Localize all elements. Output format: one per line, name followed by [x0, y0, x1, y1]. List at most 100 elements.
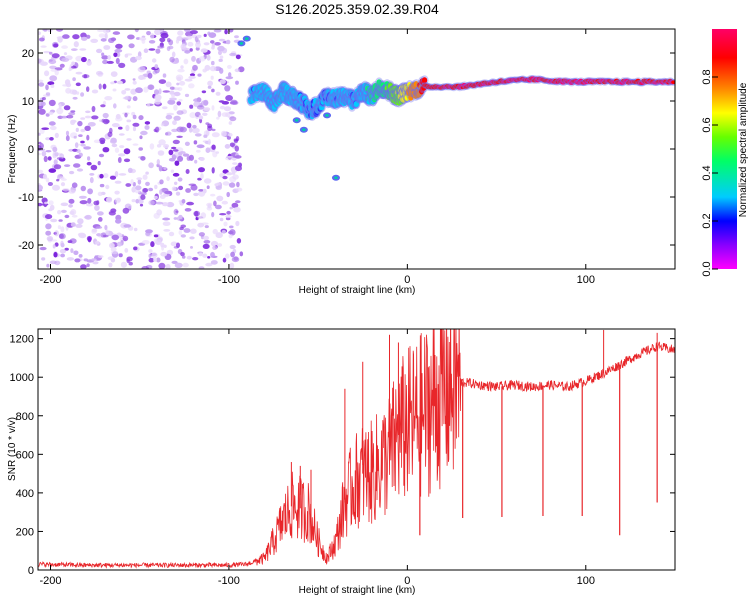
noise-dot	[178, 151, 183, 156]
noise-dot	[160, 251, 168, 257]
noise-dot	[190, 184, 198, 191]
noise-dot	[110, 71, 118, 77]
noise-dot	[210, 240, 219, 247]
noise-dot	[217, 243, 223, 247]
noise-dot	[234, 145, 239, 152]
colorbar-label: Normalized spectral amplitude	[738, 82, 749, 217]
noise-dot	[215, 204, 222, 210]
noise-dot	[231, 202, 239, 208]
noise-dot	[227, 64, 232, 69]
noise-dot	[102, 112, 109, 119]
noise-dot	[194, 133, 202, 137]
noise-dot	[57, 36, 63, 43]
noise-dot	[211, 167, 215, 174]
noise-dot	[216, 195, 224, 202]
noise-dot	[205, 122, 210, 125]
noise-dot	[155, 48, 161, 54]
noise-dot	[156, 257, 161, 263]
noise-dot	[50, 218, 58, 223]
noise-dot	[171, 186, 177, 192]
noise-dot	[77, 232, 86, 237]
noise-dot	[124, 248, 129, 253]
noise-dot	[78, 254, 83, 258]
noise-dot	[218, 50, 222, 56]
noise-dot	[235, 187, 243, 192]
noise-dot	[185, 188, 192, 193]
noise-dot	[87, 197, 92, 204]
noise-dot	[211, 105, 215, 111]
noise-dot	[168, 149, 174, 156]
noise-dot	[133, 246, 138, 251]
noise-dot	[140, 156, 146, 161]
noise-dot	[44, 70, 50, 77]
noise-dot	[184, 141, 190, 146]
snr-panel: -200 -100 0 100 0 200 400 600 800 1000 1200 Heigh…	[7, 328, 676, 596]
noise-dot	[47, 29, 53, 32]
noise-dot	[159, 37, 166, 43]
noise-dot	[163, 144, 170, 149]
noise-dot	[172, 172, 180, 177]
noise-dot	[178, 98, 183, 102]
noise-dot	[189, 73, 196, 77]
noise-dot	[203, 235, 210, 241]
noise-dot	[153, 238, 162, 245]
noise-dot	[208, 32, 217, 38]
noise-dot	[79, 195, 87, 199]
noise-dot	[50, 68, 58, 72]
noise-dot	[198, 114, 202, 120]
noise-dot	[183, 58, 189, 65]
noise-dot	[215, 185, 222, 191]
noise-dot	[177, 30, 184, 36]
noise-dot	[59, 249, 67, 254]
noise-dot	[198, 56, 206, 62]
noise-dot	[78, 134, 83, 138]
noise-dot	[118, 133, 125, 136]
noise-dot	[115, 116, 123, 122]
noise-dot	[134, 29, 139, 33]
noise-dot	[202, 188, 207, 194]
noise-dot	[72, 34, 80, 40]
noise-dot	[225, 76, 234, 80]
noise-dot	[211, 132, 220, 138]
noise-dot	[86, 161, 92, 166]
noise-dot	[48, 59, 53, 62]
noise-dot	[47, 81, 55, 86]
noise-dot	[148, 187, 154, 192]
noise-dot	[171, 94, 176, 98]
noise-dot	[93, 200, 99, 206]
noise-dot	[86, 263, 90, 268]
noise-dot	[40, 45, 47, 48]
noise-dot	[111, 143, 118, 148]
noise-dot	[198, 189, 204, 192]
noise-dot	[73, 135, 77, 139]
noise-dot	[154, 184, 158, 190]
noise-dot	[104, 33, 108, 40]
track-blob-core	[302, 128, 306, 132]
noise-dot	[79, 48, 87, 51]
noise-dot	[209, 65, 217, 72]
noise-dot	[118, 62, 126, 68]
noise-dot	[48, 99, 56, 107]
noise-dot	[194, 36, 199, 43]
noise-dot	[232, 162, 238, 165]
noise-dot	[188, 75, 196, 79]
noise-dot	[210, 75, 214, 80]
spectrogram-x-tick-label: -100	[218, 274, 240, 286]
noise-dot	[130, 179, 134, 185]
noise-dot	[186, 35, 193, 40]
noise-dot	[75, 223, 83, 228]
colorbar-tick-label: 0.2	[701, 213, 713, 228]
noise-dot	[111, 123, 120, 128]
noise-dot	[141, 266, 149, 269]
noise-dot	[226, 135, 231, 140]
noise-dot	[113, 52, 118, 58]
noise-dot	[212, 245, 218, 250]
noise-dot	[176, 82, 180, 86]
noise-dot	[219, 55, 224, 59]
noise-dot	[206, 54, 211, 61]
noise-dot	[45, 150, 52, 153]
noise-dot	[81, 56, 87, 63]
noise-dot	[205, 262, 213, 267]
noise-dot	[184, 208, 192, 212]
noise-dot	[226, 210, 231, 215]
